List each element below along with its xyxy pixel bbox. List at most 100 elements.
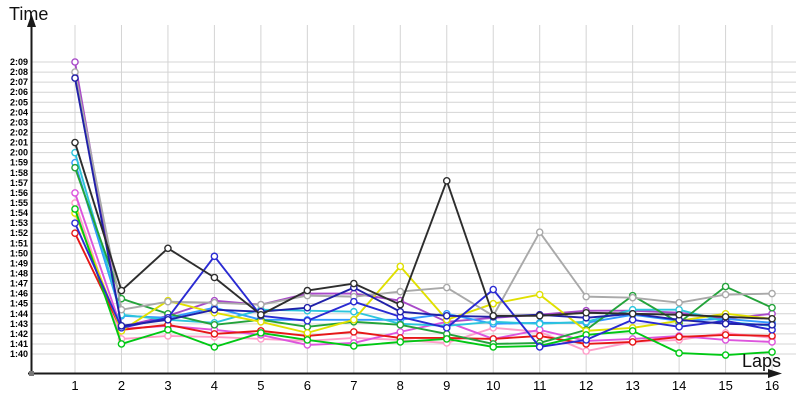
x-tick-label: 1: [71, 378, 78, 393]
data-point-gray-lap12: [582, 292, 590, 301]
data-point-blue-lap14: [675, 323, 683, 331]
data-point-blue-lap10: [489, 285, 498, 294]
y-tick-label: 1:53: [10, 218, 28, 228]
y-tick-label: 1:43: [10, 319, 28, 329]
data-point-black-lap4: [210, 273, 219, 282]
data-point-magenta-lap11: [535, 326, 544, 334]
data-point-gray-lap3: [164, 297, 172, 306]
data-point-green-lap8: [396, 321, 405, 329]
data-point-magenta-lap8: [396, 328, 405, 336]
data-point-gray-lap14: [675, 298, 683, 307]
data-point-red-lap13: [628, 338, 637, 346]
y-tick-label: 2:04: [10, 107, 28, 117]
series-line-red: [74, 232, 773, 345]
y-tick-label: 1:42: [10, 329, 28, 339]
data-point-bright-green-lap1: [71, 205, 79, 213]
data-point-bright-green-lap13: [628, 327, 637, 335]
data-point-gray-lap13: [628, 293, 637, 302]
y-tick-label: 1:46: [10, 289, 28, 299]
data-point-navy-lap4: [210, 305, 219, 314]
series-line-bright-green: [74, 208, 773, 356]
data-point-blue-lap4: [210, 252, 219, 261]
data-point-blue-lap9: [442, 324, 451, 332]
data-point-black-lap9: [442, 177, 451, 185]
x-axis-arrow: [768, 369, 782, 378]
data-point-gray-lap4: [210, 298, 219, 307]
y-tick-label: 1:51: [10, 238, 28, 248]
data-point-yellow-lap10: [489, 299, 498, 308]
data-point-black-lap13: [628, 309, 637, 318]
data-point-blue-lap1: [71, 219, 79, 227]
y-tick-label: 1:49: [10, 258, 28, 268]
data-point-bright-green-lap3: [164, 326, 172, 334]
x-tick-label: 8: [397, 378, 404, 393]
y-tick-label: 1:58: [10, 168, 28, 178]
y-tick-label: 1:44: [10, 309, 28, 319]
data-point-pink-lap3: [164, 332, 172, 340]
data-point-black-lap10: [489, 311, 498, 320]
x-tick-label: 10: [486, 378, 500, 393]
y-tick-label: 1:52: [10, 228, 28, 238]
data-point-red-lap4: [210, 330, 219, 338]
y-tick-label: 1:41: [10, 339, 28, 349]
x-tick-label: 16: [765, 378, 779, 393]
x-tick-label: 2: [118, 378, 125, 393]
data-point-magenta-lap1: [71, 189, 79, 197]
data-point-gray-lap9: [442, 283, 451, 292]
x-tick-label: 9: [443, 378, 450, 393]
y-tick-label: 2:02: [10, 127, 28, 137]
x-tick-label: 11: [533, 378, 547, 393]
data-point-black-lap3: [164, 244, 172, 253]
y-tick-label: 1:56: [10, 188, 28, 198]
data-point-black-lap14: [675, 310, 683, 319]
data-point-blue-lap13: [628, 315, 637, 324]
data-point-gray-lap5: [257, 300, 265, 309]
data-point-navy-lap1: [71, 74, 79, 82]
y-tick-label: 2:07: [10, 77, 28, 87]
data-point-green-lap16: [768, 303, 776, 312]
data-point-bright-green-lap8: [396, 338, 405, 346]
series-line-green: [74, 167, 773, 345]
data-point-navy-lap3: [164, 315, 172, 324]
y-tick-label: 1:40: [10, 349, 28, 359]
y-axis-title: Time: [9, 4, 49, 24]
data-point-bright-green-lap15: [721, 351, 730, 359]
x-tick-label: 4: [211, 378, 218, 393]
data-point-green-lap6: [303, 323, 312, 331]
x-tick-label: 7: [350, 378, 357, 393]
data-point-navy-lap9: [442, 311, 451, 320]
data-point-bright-green-lap14: [675, 349, 683, 357]
data-point-red-lap11: [535, 332, 544, 340]
y-tick-label: 1:55: [10, 198, 28, 208]
data-point-yellow-lap8: [396, 262, 405, 271]
y-tick-label: 2:01: [10, 138, 28, 148]
data-point-gray-lap11: [535, 228, 544, 236]
x-tick-label: 15: [718, 378, 732, 393]
data-point-red-lap14: [675, 333, 683, 341]
y-tick-label: 2:06: [10, 87, 28, 97]
data-point-black-lap8: [396, 300, 405, 309]
data-point-black-lap1: [71, 138, 79, 147]
data-point-gray-lap1: [71, 68, 79, 76]
x-tick-label: 6: [304, 378, 311, 393]
data-point-blue-lap6: [303, 316, 312, 325]
data-point-black-lap11: [535, 311, 544, 320]
data-point-green-lap15: [721, 282, 730, 291]
data-point-yellow-lap5: [257, 318, 265, 326]
data-point-bright-green-lap6: [303, 336, 312, 344]
data-point-magenta-lap16: [768, 338, 776, 346]
x-tick-label: 12: [579, 378, 593, 393]
y-tick-label: 2:05: [10, 97, 28, 107]
series-line-gray: [74, 71, 773, 317]
y-tick-label: 1:57: [10, 178, 28, 188]
data-point-yellow-lap11: [535, 290, 544, 299]
data-point-blue-lap7: [350, 297, 358, 306]
data-point-bright-green-lap9: [442, 335, 451, 343]
x-tick-label: 14: [672, 378, 686, 393]
y-tick-label: 2:00: [10, 148, 28, 158]
data-point-purple-lap1: [71, 58, 79, 66]
data-point-gray-lap15: [721, 290, 730, 299]
data-point-black-lap15: [721, 312, 730, 321]
data-point-yellow-lap7: [350, 315, 358, 324]
